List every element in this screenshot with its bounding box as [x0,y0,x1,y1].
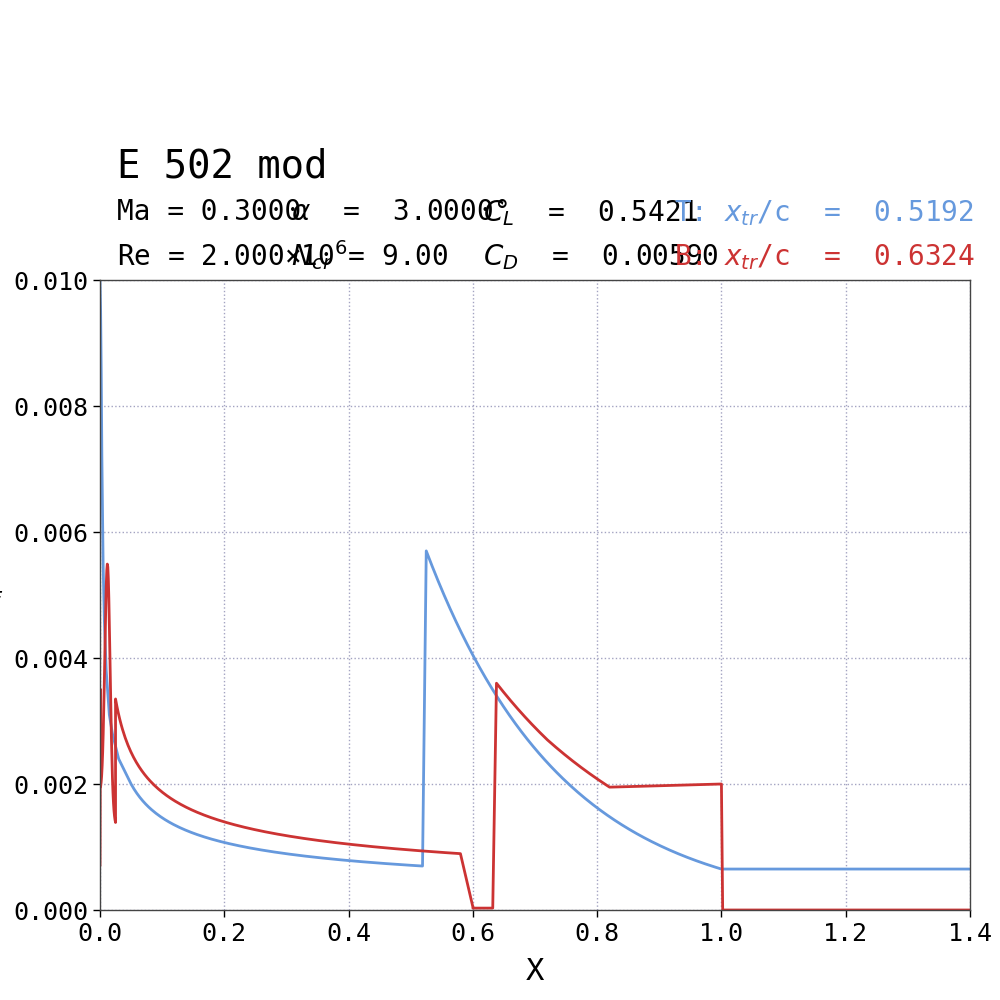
Y-axis label: $C_f$: $C_f$ [0,578,4,612]
Text: $C_L$  =  0.5421: $C_L$ = 0.5421 [483,198,698,228]
Text: Ma = 0.3000: Ma = 0.3000 [117,198,302,226]
Text: Re = 2.000×10$^6$: Re = 2.000×10$^6$ [117,242,348,272]
Text: B: $x_{tr}$/c  =  0.6324: B: $x_{tr}$/c = 0.6324 [674,242,975,272]
Text: $N_{cr}$ = 9.00: $N_{cr}$ = 9.00 [291,242,449,272]
Text: $C_D$  =  0.00590: $C_D$ = 0.00590 [483,242,719,272]
Text: T: $x_{tr}$/c  =  0.5192: T: $x_{tr}$/c = 0.5192 [674,198,974,228]
Text: $\alpha$  =  3.0000°: $\alpha$ = 3.0000° [291,198,508,226]
X-axis label: X: X [526,957,544,986]
Text: E 502 mod: E 502 mod [117,148,328,186]
